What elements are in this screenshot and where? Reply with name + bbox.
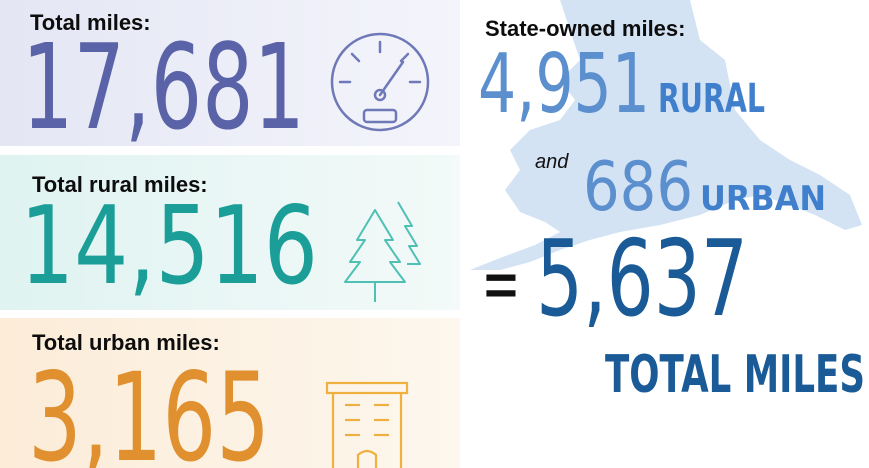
panel-label: Total rural miles: <box>32 172 208 197</box>
alaska-map <box>470 0 862 270</box>
panel-value: 17,681 <box>22 18 305 156</box>
equals-sign: = <box>484 253 518 318</box>
gauge-icon <box>330 32 430 132</box>
rural-value: 4,951 <box>478 37 650 132</box>
panel-label: Total miles: <box>30 10 151 35</box>
urban-value: 686 <box>583 148 693 227</box>
total-label: TOTAL MILES <box>605 345 865 405</box>
state-owned-label: State-owned miles: <box>485 16 685 41</box>
building-icon <box>325 381 409 468</box>
trees-icon <box>344 201 421 302</box>
rural-label: RURAL <box>658 76 765 122</box>
panel-value: 3,165 <box>28 347 270 468</box>
total-value: 5,637 <box>536 218 748 340</box>
connector: and <box>535 151 569 173</box>
panel-background <box>0 155 460 310</box>
panel-label: Total urban miles: <box>32 330 220 355</box>
panel-value: 14,516 <box>20 184 318 309</box>
urban-label: URBAN <box>700 179 826 219</box>
